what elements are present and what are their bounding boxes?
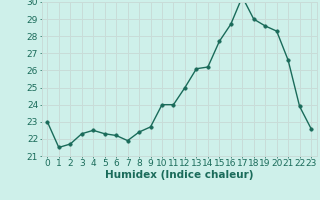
- X-axis label: Humidex (Indice chaleur): Humidex (Indice chaleur): [105, 170, 253, 180]
